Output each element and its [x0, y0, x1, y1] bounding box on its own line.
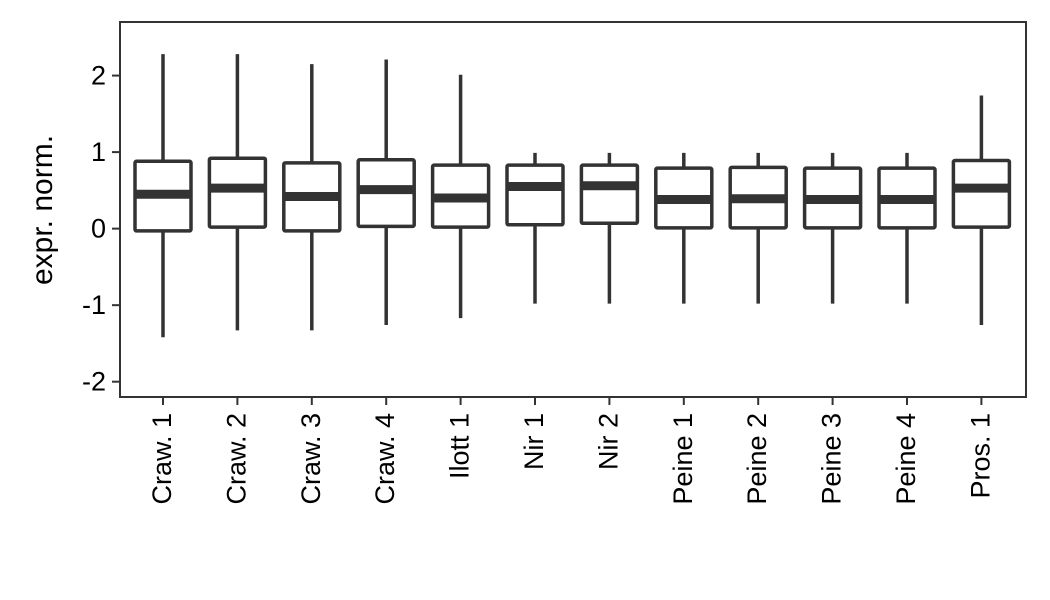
x-tick-label: Peine 3 — [817, 413, 847, 505]
box-body — [505, 163, 565, 227]
x-tick-label: Nir 1 — [519, 413, 549, 470]
box-body — [579, 163, 640, 226]
box-body — [951, 158, 1012, 229]
y-tick-label: -2 — [82, 367, 106, 397]
x-tick-label: Craw. 2 — [221, 413, 251, 505]
x-tick-label: Craw. 4 — [370, 413, 400, 505]
y-tick-label: 0 — [91, 214, 106, 244]
box-body — [207, 156, 268, 229]
x-tick-label: Peine 1 — [668, 413, 698, 505]
x-tick-label: Ilott 1 — [445, 413, 475, 479]
x-tick-label: Craw. 1 — [147, 413, 177, 505]
y-tick-label: 1 — [91, 137, 106, 167]
x-tick-label: Craw. 3 — [296, 413, 326, 505]
y-axis-title: expr. norm. — [26, 135, 59, 285]
x-tick-label: Nir 2 — [593, 413, 623, 470]
plot-elements: -2 -1 0 1 2 Craw. 1 Craw. 2 Craw. 3 Craw. 4 Ilott… — [82, 21, 1027, 505]
x-tick-label: Peine 4 — [891, 413, 921, 505]
x-tick-label: Pros. 1 — [965, 413, 995, 499]
y-tick-label: 2 — [91, 61, 106, 91]
y-tick-label: -1 — [82, 290, 106, 320]
plot-panel-border — [119, 21, 1027, 398]
x-tick-label: Peine 2 — [742, 413, 772, 505]
